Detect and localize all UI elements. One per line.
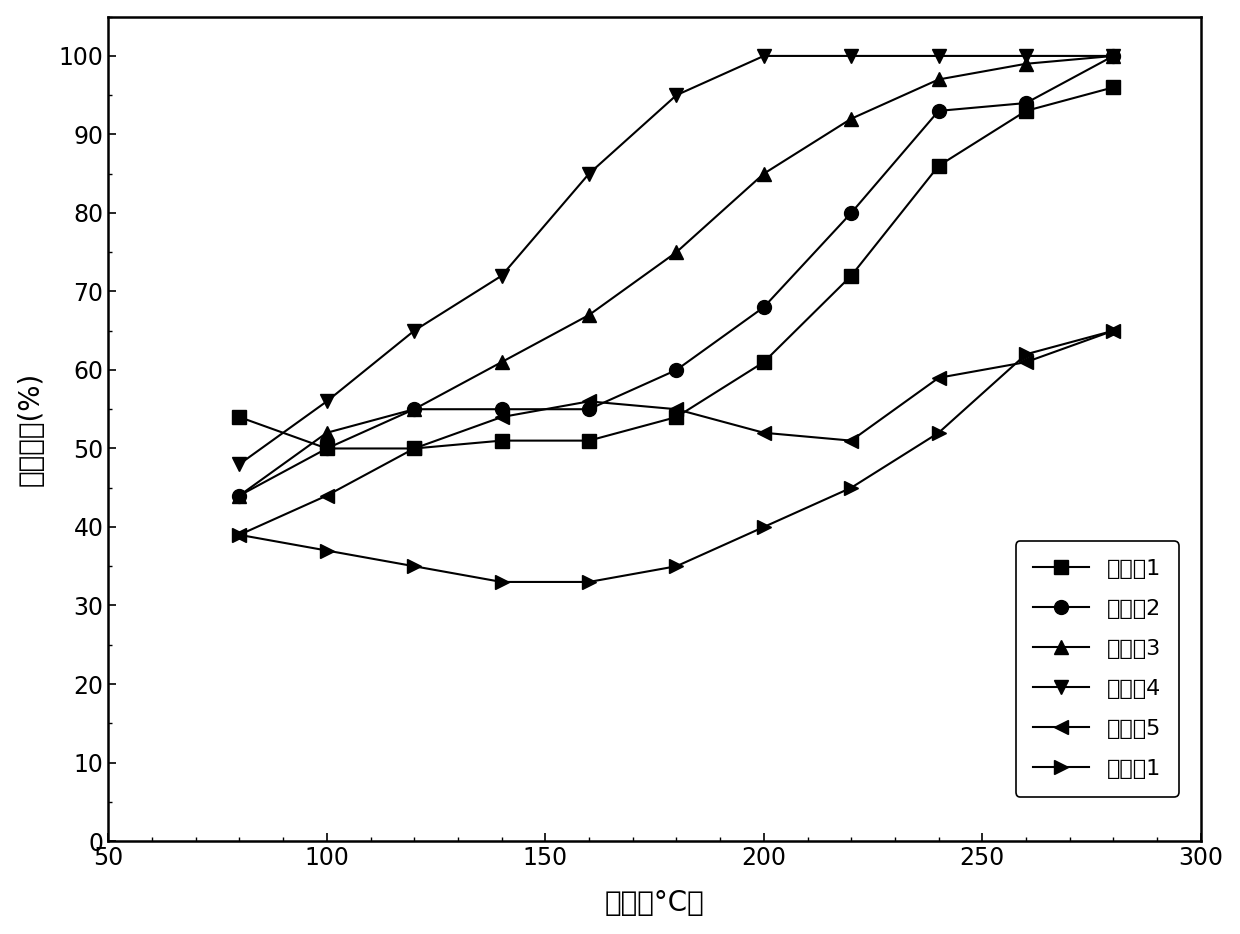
X-axis label: 温度（°C）: 温度（°C） <box>605 889 704 917</box>
实施例5 <box>232 530 247 541</box>
实施例2 <box>582 403 596 415</box>
实施例3 <box>232 490 247 502</box>
实施例2 <box>320 443 335 454</box>
实施例3 <box>931 74 946 85</box>
实施例1 <box>1018 106 1033 117</box>
实施例3 <box>843 113 858 124</box>
实施例3 <box>320 427 335 438</box>
实施例4 <box>931 50 946 62</box>
实施例5 <box>495 412 510 423</box>
实施例2 <box>843 207 858 219</box>
实施例4 <box>232 459 247 470</box>
实施例5 <box>320 490 335 502</box>
实施例1 <box>1106 81 1121 92</box>
对比例1 <box>232 530 247 541</box>
对比例1 <box>756 521 771 532</box>
对比例1 <box>1106 325 1121 336</box>
实施例3 <box>756 168 771 179</box>
实施例2 <box>232 490 247 502</box>
实施例3 <box>495 357 510 368</box>
实施例1 <box>582 435 596 446</box>
实施例1 <box>843 270 858 281</box>
实施例3 <box>668 247 683 258</box>
实施例4 <box>320 396 335 407</box>
实施例2 <box>1018 97 1033 108</box>
实施例3 <box>407 403 422 415</box>
实施例5 <box>843 435 858 446</box>
实施例1 <box>232 412 247 423</box>
实施例3 <box>1106 50 1121 62</box>
Line: 实施例1: 实施例1 <box>232 80 1121 456</box>
对比例1 <box>1018 348 1033 360</box>
实施例2 <box>756 302 771 313</box>
实施例4 <box>1106 50 1121 62</box>
Line: 实施例4: 实施例4 <box>232 49 1121 471</box>
实施例4 <box>582 168 596 179</box>
实施例2 <box>1106 50 1121 62</box>
Line: 实施例2: 实施例2 <box>232 49 1121 502</box>
对比例1 <box>668 560 683 572</box>
实施例4 <box>495 270 510 281</box>
实施例2 <box>495 403 510 415</box>
对比例1 <box>582 576 596 587</box>
Line: 实施例3: 实施例3 <box>232 49 1121 502</box>
实施例1 <box>320 443 335 454</box>
实施例4 <box>1018 50 1033 62</box>
Line: 实施例5: 实施例5 <box>232 324 1121 542</box>
实施例5 <box>1106 325 1121 336</box>
Legend: 实施例1, 实施例2, 实施例3, 实施例4, 实施例5, 对比例1: 实施例1, 实施例2, 实施例3, 实施例4, 实施例5, 对比例1 <box>1016 542 1179 797</box>
实施例5 <box>668 403 683 415</box>
实施例3 <box>1018 58 1033 69</box>
实施例5 <box>407 443 422 454</box>
实施例1 <box>931 161 946 172</box>
对比例1 <box>495 576 510 587</box>
实施例4 <box>756 50 771 62</box>
实施例4 <box>407 325 422 336</box>
实施例2 <box>668 364 683 375</box>
实施例5 <box>931 373 946 384</box>
实施例5 <box>756 427 771 438</box>
实施例1 <box>668 412 683 423</box>
实施例2 <box>931 106 946 117</box>
Y-axis label: 脱硝效率(%): 脱硝效率(%) <box>16 372 45 486</box>
实施例4 <box>843 50 858 62</box>
实施例2 <box>407 403 422 415</box>
对比例1 <box>931 427 946 438</box>
对比例1 <box>407 560 422 572</box>
实施例5 <box>582 396 596 407</box>
实施例4 <box>668 90 683 101</box>
实施例3 <box>582 309 596 320</box>
对比例1 <box>843 482 858 493</box>
实施例5 <box>1018 357 1033 368</box>
实施例1 <box>756 357 771 368</box>
Line: 对比例1: 对比例1 <box>232 324 1121 589</box>
对比例1 <box>320 545 335 556</box>
实施例1 <box>407 443 422 454</box>
实施例1 <box>495 435 510 446</box>
